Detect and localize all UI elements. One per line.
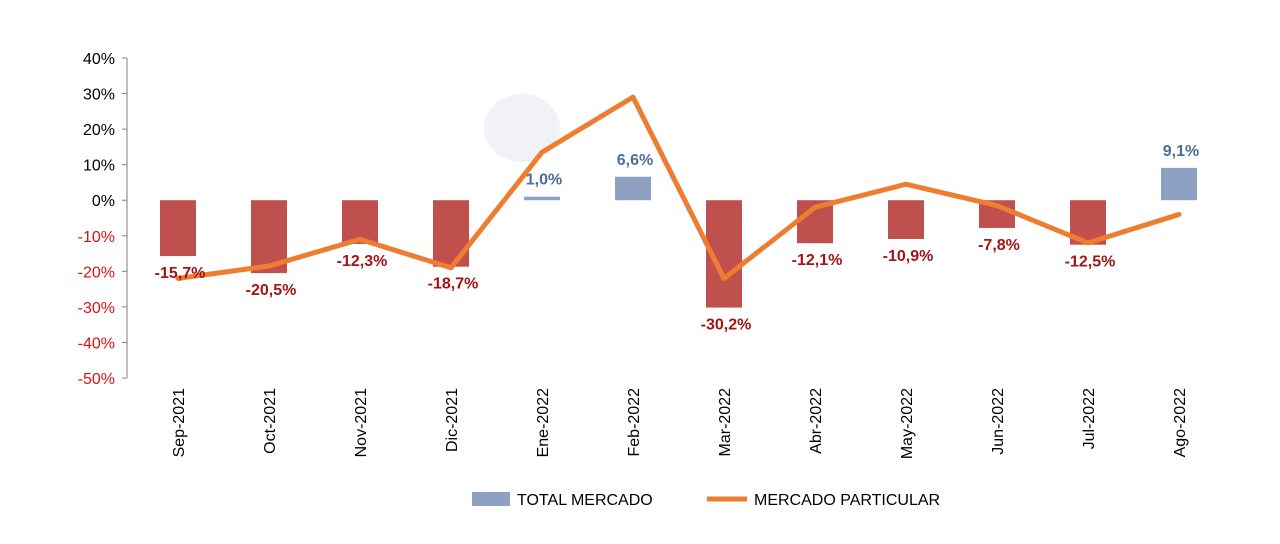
legend-label-mercado-particular: MERCADO PARTICULAR	[754, 492, 940, 509]
data-label: -12,5%	[1065, 254, 1116, 271]
x-tick-label: Dic-2021	[444, 388, 461, 452]
data-label: -7,8%	[978, 237, 1020, 254]
legend-label-total-mercado: TOTAL MERCADO	[517, 492, 653, 509]
data-label: -15,7%	[155, 265, 206, 282]
watermark-logo	[484, 94, 560, 162]
x-tick-label: Abr-2022	[808, 388, 825, 454]
data-labels: -15,7% -20,5% -12,3% -18,7% 1,0% 6,6% -30,2% -1…	[155, 143, 1200, 334]
x-tick-label: Mar-2022	[717, 388, 734, 457]
bar	[1161, 167, 1197, 201]
bar	[888, 200, 924, 239]
y-axis: 40% 30% 20% 10% 0% -10% -20% -30% -40% -50%	[78, 51, 128, 388]
data-label: -12,1%	[792, 252, 843, 269]
x-tick-label: Feb-2022	[626, 388, 643, 457]
x-axis: Sep-2021 Oct-2021 Nov-2021 Dic-2021 Ene-2022…	[171, 388, 1189, 459]
bar	[433, 200, 469, 267]
x-tick-label: Sep-2021	[171, 388, 188, 457]
bar	[160, 200, 196, 257]
data-label: -10,9%	[883, 248, 934, 265]
data-label: -12,3%	[337, 253, 388, 270]
x-tick-label: Ene-2022	[535, 388, 552, 457]
x-tick-label: Ago-2022	[1172, 388, 1189, 457]
y-tick-label: 40%	[83, 51, 115, 68]
data-label: 6,6%	[617, 152, 653, 169]
data-label: 9,1%	[1163, 143, 1199, 160]
y-tick-label: 30%	[83, 87, 115, 104]
x-tick-label: Jun-2022	[990, 388, 1007, 455]
y-tick-label: -10%	[78, 229, 115, 246]
y-tick-label: 20%	[83, 122, 115, 139]
data-label: 1,0%	[526, 172, 562, 189]
x-tick-label: Jul-2022	[1081, 388, 1098, 449]
y-tick-label: 0%	[92, 193, 115, 210]
y-tick-label: -20%	[78, 264, 115, 281]
x-tick-label: Oct-2021	[262, 388, 279, 454]
y-tick-label: -50%	[78, 371, 115, 388]
bar	[524, 196, 560, 201]
line-mercado-particular	[175, 94, 1182, 281]
line-series	[175, 94, 1182, 281]
bar	[342, 200, 378, 244]
y-tick-label: 10%	[83, 158, 115, 175]
x-tick-label: Nov-2021	[353, 388, 370, 457]
bar	[615, 176, 651, 201]
legend-swatch-total-mercado	[472, 492, 510, 506]
y-tick-label: -40%	[78, 335, 115, 352]
legend: TOTAL MERCADO MERCADO PARTICULAR	[472, 492, 940, 509]
data-label: -30,2%	[701, 317, 752, 334]
y-tick-label: -30%	[78, 300, 115, 317]
x-tick-label: May-2022	[899, 388, 916, 459]
data-label: -20,5%	[246, 282, 297, 299]
data-label: -18,7%	[428, 276, 479, 293]
